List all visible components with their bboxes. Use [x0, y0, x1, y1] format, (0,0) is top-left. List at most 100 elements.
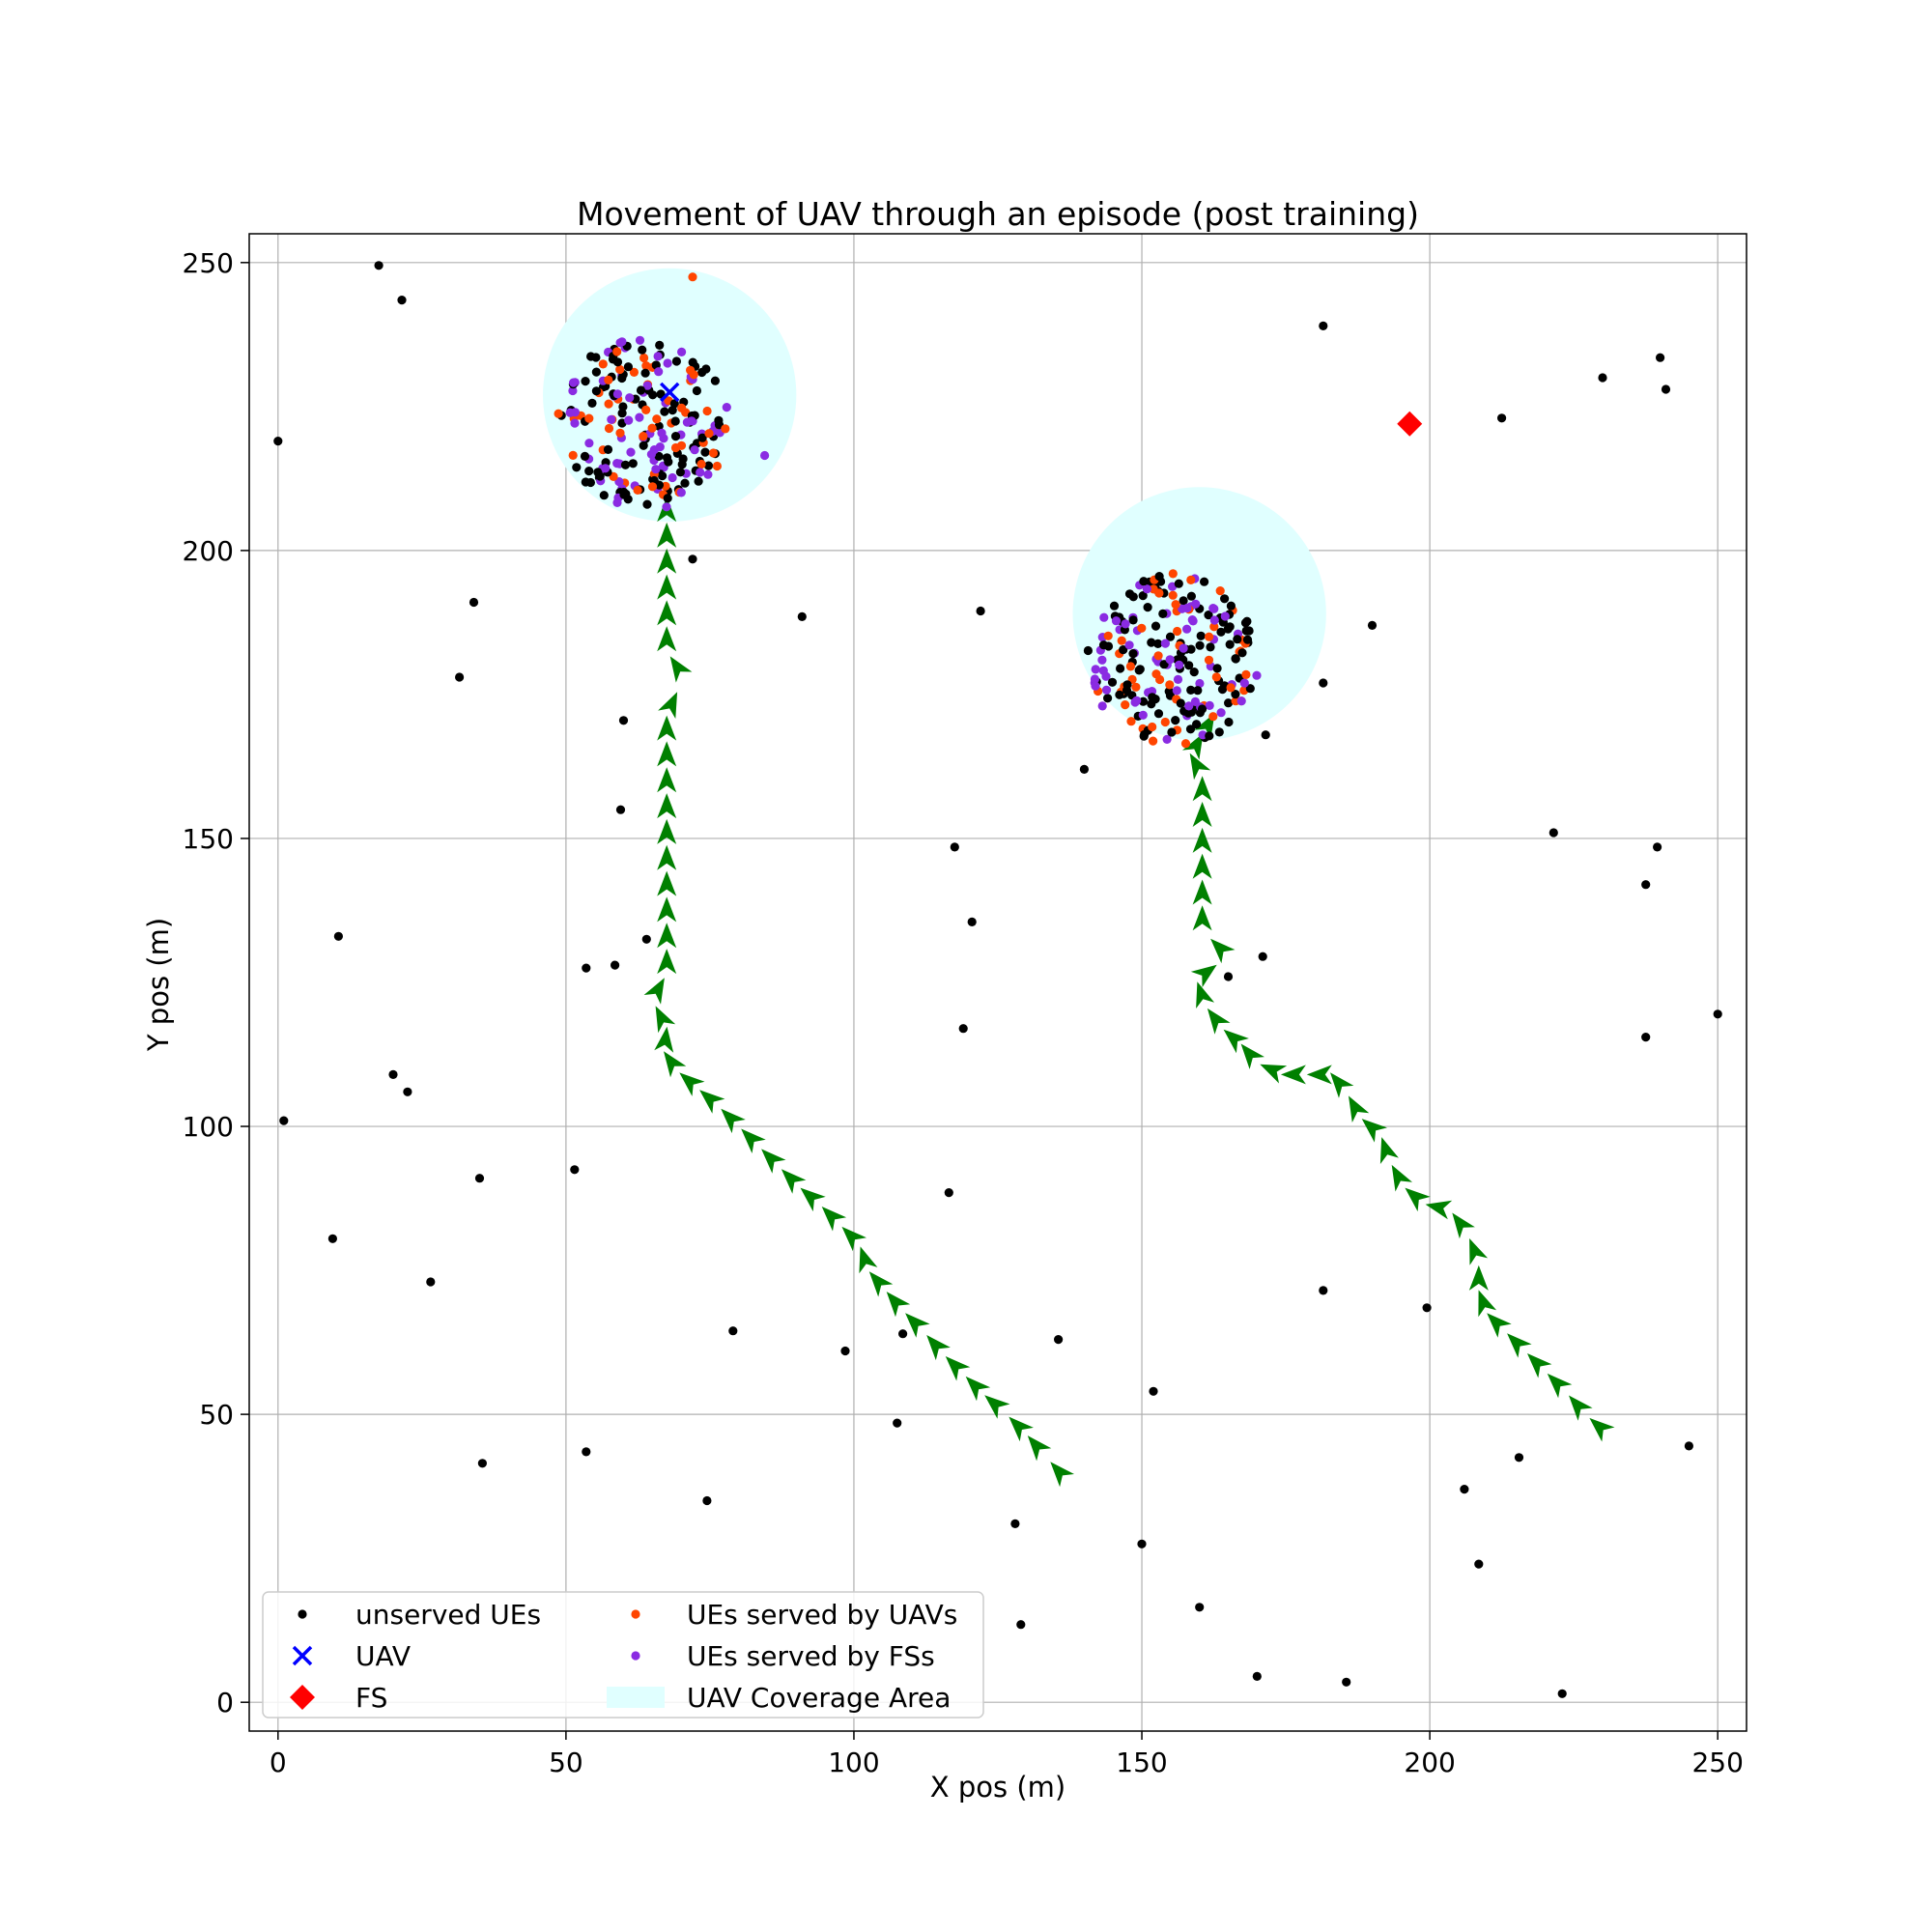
legend-label: UAV [355, 1640, 411, 1672]
unserved-ue-point [638, 345, 647, 355]
unserved-ue-point [1103, 694, 1113, 703]
unserved-ue-point [1192, 720, 1202, 729]
uav-move-arrow [657, 870, 677, 896]
unserved-ue-point [611, 960, 620, 970]
unserved-ue-point [1176, 698, 1185, 708]
fs-served-ue-point [657, 428, 667, 438]
unserved-ue-point [670, 432, 681, 441]
fs-served-ue-point [1142, 584, 1151, 594]
unserved-ue-point [1422, 1303, 1432, 1313]
fs-served-ue-point [1091, 665, 1100, 674]
uav-move-arrow [821, 1207, 847, 1232]
uav-served-ue-point [1180, 739, 1191, 749]
unserved-ue-point [1653, 842, 1662, 852]
uav-move-arrow [1478, 1290, 1497, 1318]
uav-served-ue-point [1173, 626, 1182, 637]
unserved-ue-point [1200, 577, 1209, 586]
unserved-ue-point [1225, 639, 1235, 649]
fs-served-ue-point [1172, 686, 1181, 696]
legend-marker-dot [631, 1651, 640, 1661]
fs-served-ue-point [1195, 678, 1205, 689]
uav-move-arrow [926, 1335, 951, 1361]
uav-served-ue-point [629, 367, 639, 377]
uav-move-arrow [886, 1292, 911, 1318]
unserved-ue-point [655, 340, 665, 350]
unserved-ue-point [1115, 690, 1124, 699]
unserved-ue-point [1184, 661, 1194, 670]
uav-marker [659, 382, 680, 403]
uav-served-ue-point [615, 428, 625, 438]
unserved-ue-point [662, 453, 672, 463]
fs-served-ue-point [646, 449, 657, 459]
fs-served-ue-point [1187, 615, 1197, 625]
unserved-ue-point [1205, 731, 1214, 741]
unserved-ue-point [1245, 684, 1255, 694]
unserved-ue-point [1548, 828, 1558, 838]
unserved-ue-point [1189, 668, 1199, 677]
unserved-ue-point [582, 963, 591, 973]
unserved-ue-point [279, 1116, 289, 1125]
fs-served-ue-point [1097, 701, 1107, 711]
uav-served-ue-point [1204, 655, 1214, 665]
fs-served-ue-point [1220, 611, 1230, 621]
unserved-ue-point [1656, 353, 1665, 362]
unserved-ue-point [1185, 724, 1196, 734]
uav-move-arrow [657, 715, 677, 741]
fs-marker [1397, 411, 1423, 437]
legend-marker-patch [607, 1687, 665, 1708]
uav-served-ue-point [1154, 588, 1164, 598]
uav-move-arrow [1547, 1373, 1573, 1399]
fs-served-ue-point [1175, 660, 1184, 670]
uav-served-ue-point [639, 432, 648, 441]
fs-served-ue-point [1209, 615, 1219, 625]
unserved-ue-point [663, 494, 672, 503]
fs-served-ue-point [651, 465, 661, 474]
uav-move-arrow [781, 1169, 807, 1194]
fs-served-ue-point [607, 414, 616, 424]
unserved-ue-point [572, 463, 582, 472]
unserved-ue-point [641, 934, 651, 944]
unserved-ue-point [623, 362, 634, 372]
unserved-ue-point [333, 931, 343, 941]
coverage-area [1072, 487, 1326, 741]
unserved-ue-point [1319, 321, 1328, 330]
unserved-ue-point [671, 356, 682, 366]
uav-served-ue-point [1151, 669, 1161, 679]
unserved-ue-point [1204, 611, 1213, 620]
uav-move-arrow [699, 1090, 725, 1114]
fs-served-ue-point [722, 403, 731, 412]
fs-served-ue-point [654, 367, 664, 377]
unserved-ue-point [585, 477, 596, 488]
fs-served-ue-point [1098, 666, 1108, 675]
x-tick-label: 200 [1404, 1747, 1455, 1778]
unserved-ue-point [1252, 1671, 1262, 1681]
unserved-ue-point [1242, 635, 1253, 644]
unserved-ue-point [640, 368, 650, 378]
uav-move-arrow [721, 1108, 746, 1134]
fs-served-ue-point [1090, 674, 1099, 684]
uav-served-ue-point [1153, 651, 1163, 661]
uav-move-arrow [654, 1026, 674, 1053]
axis-ticks: 0 50 100 150 200 250 0 50 100 150 200 250 [183, 247, 1744, 1778]
fs-served-ue-point [1165, 655, 1175, 665]
unserved-ue-point [1165, 632, 1176, 641]
uav-served-ue-point [1209, 622, 1219, 632]
unserved-ue-point [1193, 686, 1203, 696]
unserved-ue-point [582, 1447, 591, 1457]
fs-served-ue-point [565, 408, 575, 417]
unserved-ue-point [944, 1188, 953, 1198]
chart-title: Movement of UAV through an episode (post… [577, 195, 1419, 233]
unserved-ue-point [702, 1495, 712, 1506]
uav-move-arrow [657, 767, 677, 793]
unserved-ue-point [1460, 1485, 1469, 1494]
unserved-ue-point [1128, 615, 1138, 625]
unserved-ue-point [591, 386, 602, 396]
unserved-ue-point [374, 261, 384, 270]
uav-move-arrow [657, 844, 677, 870]
fs-served-ue-point [626, 447, 636, 457]
unserved-ue-point [1147, 699, 1156, 709]
unserved-ue-point [1079, 764, 1089, 775]
unserved-ue-point [603, 444, 613, 454]
unserved-ue-point [1598, 373, 1607, 383]
unserved-ue-point [1098, 640, 1109, 650]
